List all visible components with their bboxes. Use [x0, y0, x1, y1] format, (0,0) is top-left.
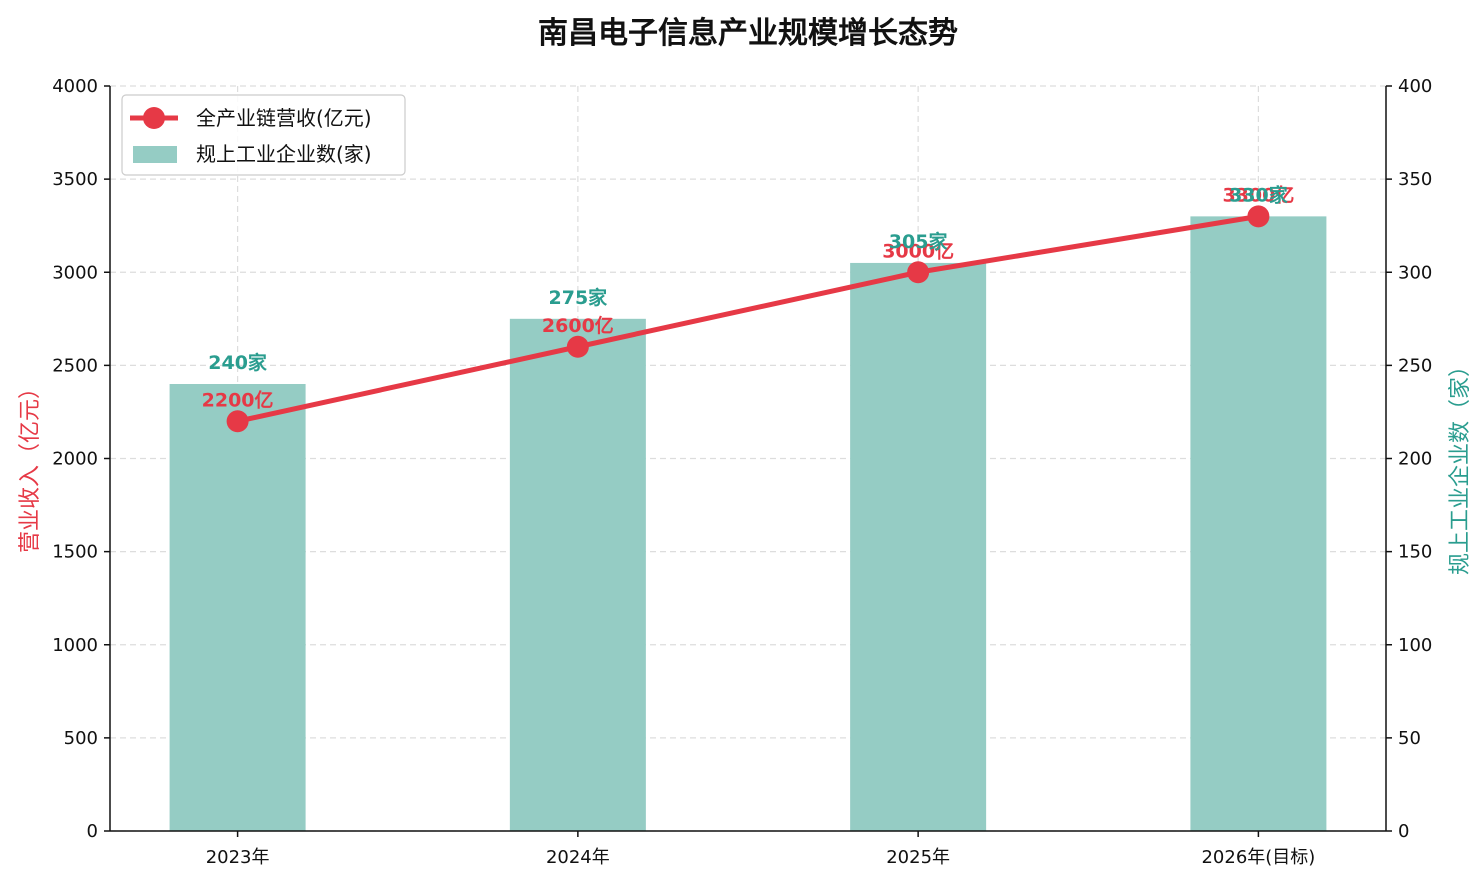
- bar-enterprise-count: [169, 384, 306, 831]
- x-axis-tick-label: 2026年(目标): [1201, 847, 1315, 868]
- x-axis-tick-label: 2025年: [886, 847, 950, 868]
- legend-line-label: 全产业链营收(亿元): [196, 106, 372, 130]
- bar-enterprise-count: [1190, 216, 1327, 831]
- data-label-revenue: 2200亿: [202, 388, 274, 411]
- y-axis-left-tick-label: 0: [87, 821, 98, 842]
- bars-layer: [169, 216, 1327, 831]
- bar-enterprise-count: [850, 262, 987, 831]
- y-axis-right-tick-label: 0: [1398, 821, 1409, 842]
- y-axis-left-tick-label: 3000: [52, 262, 98, 283]
- y-axis-left-tick-label: 1500: [52, 542, 98, 563]
- y-axis-left-tick-label: 1000: [52, 635, 98, 656]
- y-axis-left-label: 营业收入（亿元）: [18, 377, 43, 553]
- x-axis-tick-label: 2024年: [546, 847, 610, 868]
- y-axis-right-tick-label: 100: [1398, 635, 1432, 656]
- line-layer: [226, 205, 1270, 433]
- grid-layer: [110, 85, 1386, 832]
- data-label-enterprise-count: 275家: [549, 286, 609, 309]
- data-label-enterprise-count: 305家: [889, 230, 949, 253]
- y-axis-right-tick-label: 50: [1398, 728, 1421, 749]
- y-axis-right-tick-label: 150: [1398, 542, 1432, 563]
- y-axis-right-tick-label: 350: [1398, 169, 1432, 190]
- data-label-revenue: 2600亿: [542, 314, 614, 337]
- y-axis-left-tick-label: 2500: [52, 355, 98, 376]
- y-axis-left-tick-label: 4000: [52, 76, 98, 97]
- line-point-revenue: [907, 261, 930, 284]
- y-axis-right-label: 规上工业企业数（家）: [1448, 355, 1473, 575]
- chart-title: 南昌电子信息产业规模增长态势: [538, 16, 958, 51]
- legend-bar-label: 规上工业企业数(家): [196, 142, 372, 166]
- data-label-enterprise-count: 240家: [208, 351, 268, 374]
- y-axis-left-tick-label: 2000: [52, 449, 98, 470]
- line-point-revenue: [226, 410, 249, 433]
- line-revenue: [235, 213, 1261, 424]
- x-axis-tick-label: 2023年: [206, 847, 270, 868]
- y-axis-right-tick-label: 400: [1398, 76, 1432, 97]
- y-axis-right-tick-label: 200: [1398, 449, 1432, 470]
- legend-bar-swatch: [133, 146, 177, 163]
- data-labels-layer: 2200亿 2600亿 3000亿 3300亿 240家 275家 305家 330家: [202, 183, 1295, 411]
- data-label-enterprise-count: 330家: [1229, 183, 1289, 206]
- y-axis-left-tick-label: 3500: [52, 169, 98, 190]
- line-point-revenue: [1247, 205, 1270, 228]
- legend-line-marker: [143, 107, 165, 129]
- data-label-revenue: 3300亿: [1222, 183, 1294, 206]
- legend: 全产业链营收(亿元) 规上工业企业数(家): [121, 94, 406, 176]
- y-axis-left-tick-label: 500: [64, 728, 98, 749]
- bar-enterprise-count: [509, 318, 646, 831]
- y-axis-right-tick-label: 300: [1398, 262, 1432, 283]
- line-point-revenue: [566, 335, 589, 358]
- legend-frame: [121, 94, 406, 176]
- axes-layer: 0 500 1000 1500 2000 2500 3000 3500 4000 0 50 100 15…: [52, 76, 1432, 868]
- data-label-revenue: 3000亿: [882, 239, 954, 262]
- y-axis-right-tick-label: 250: [1398, 355, 1432, 376]
